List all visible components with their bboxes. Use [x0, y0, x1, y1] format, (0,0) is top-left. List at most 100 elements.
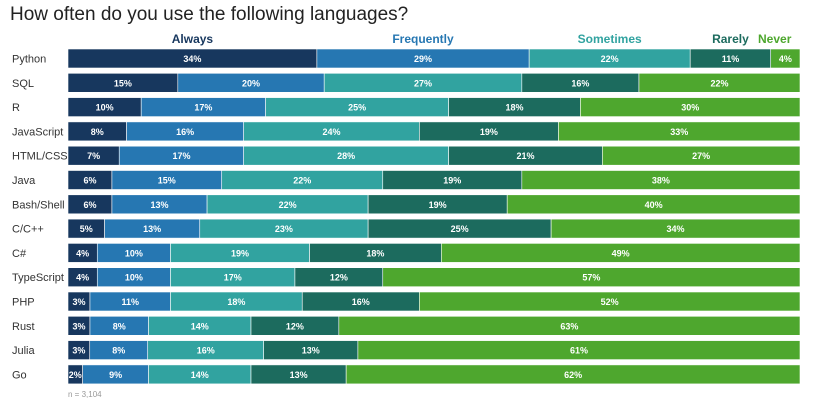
bar-typescript-never	[382, 267, 801, 288]
data-label-r-never: 30%	[681, 103, 699, 113]
data-label-c-always: 4%	[76, 248, 89, 258]
data-label-julia-always: 3%	[72, 346, 85, 356]
data-label-typescript-sometimes: 17%	[224, 273, 242, 283]
data-label-java-rarely: 19%	[443, 176, 461, 186]
data-label-typescript-never: 57%	[582, 273, 600, 283]
data-label-php-always: 3%	[72, 297, 85, 307]
data-label-julia-frequently: 8%	[112, 346, 125, 356]
data-label-javascript-always: 8%	[91, 127, 104, 137]
data-label-php-rarely: 16%	[352, 297, 370, 307]
data-label-r-sometimes: 25%	[348, 103, 366, 113]
data-label-c-frequently: 10%	[125, 248, 143, 258]
data-label-sql-always: 15%	[114, 78, 132, 88]
category-label-php: PHP	[12, 297, 35, 309]
bar-r-never	[580, 97, 801, 117]
data-label-sql-frequently: 20%	[242, 78, 260, 88]
data-label-julia-never: 61%	[570, 346, 588, 356]
data-label-rust-never: 63%	[560, 321, 578, 331]
category-label-julia: Julia	[12, 345, 36, 357]
data-label-c-sometimes: 19%	[231, 248, 249, 258]
category-label-rust: Rust	[12, 321, 35, 333]
data-label-java-never: 38%	[652, 176, 670, 186]
data-label-go-rarely: 13%	[290, 370, 308, 380]
category-label-typescript: TypeScript	[12, 272, 64, 284]
bar-go-never	[345, 364, 801, 385]
category-label-python: Python	[12, 54, 46, 66]
data-label-c-rarely: 18%	[366, 248, 384, 258]
data-label-bash-shell-frequently: 13%	[150, 200, 168, 210]
bar-bash-shell-never	[506, 194, 801, 215]
data-label-html-css-rarely: 21%	[516, 151, 534, 161]
data-label-julia-sometimes: 16%	[197, 346, 215, 356]
legend-always: Always	[172, 32, 214, 46]
data-label-php-never: 52%	[601, 297, 619, 307]
data-label-html-css-never: 27%	[692, 151, 710, 161]
data-label-python-always: 34%	[183, 54, 201, 64]
data-label-html-css-frequently: 17%	[172, 151, 190, 161]
data-label-javascript-rarely: 19%	[480, 127, 498, 137]
category-label-javascript: JavaScript	[12, 126, 63, 138]
data-label-typescript-frequently: 10%	[125, 273, 143, 283]
data-label-c-never: 49%	[612, 248, 630, 258]
data-label-html-css-sometimes: 28%	[337, 151, 355, 161]
bar-html-css-never	[602, 145, 801, 166]
data-label-php-sometimes: 18%	[227, 297, 245, 307]
bar-javascript-never	[558, 121, 801, 142]
data-label-bash-shell-rarely: 19%	[429, 200, 447, 210]
category-label-r: R	[12, 102, 20, 114]
legend-never: Never	[758, 32, 792, 46]
data-label-typescript-rarely: 12%	[330, 273, 348, 283]
data-label-sql-rarely: 16%	[571, 78, 589, 88]
data-label-r-frequently: 17%	[194, 103, 212, 113]
data-label-javascript-sometimes: 24%	[323, 127, 341, 137]
bar-rust-never	[338, 315, 801, 336]
category-label-java: Java	[12, 175, 36, 187]
data-label-r-always: 10%	[96, 103, 114, 113]
data-label-go-always: 2%	[69, 370, 82, 380]
data-label-julia-rarely: 13%	[302, 346, 320, 356]
bar-java-never	[521, 170, 801, 190]
data-label-html-css-always: 7%	[87, 151, 100, 161]
data-label-rust-rarely: 12%	[286, 321, 304, 331]
data-label-sql-never: 22%	[710, 78, 728, 88]
data-label-javascript-frequently: 16%	[176, 127, 194, 137]
category-label-go: Go	[12, 369, 27, 381]
data-label-c-c-never: 34%	[667, 224, 685, 234]
category-label-c-c: C/C++	[12, 224, 44, 236]
data-label-python-rarely: 11%	[722, 54, 740, 64]
data-label-javascript-never: 33%	[670, 127, 688, 137]
data-label-rust-sometimes: 14%	[191, 321, 209, 331]
data-label-bash-shell-sometimes: 22%	[279, 200, 297, 210]
data-label-go-never: 62%	[564, 370, 582, 380]
data-label-java-sometimes: 22%	[293, 176, 311, 186]
bar-python-never	[770, 48, 801, 69]
data-label-sql-sometimes: 27%	[414, 78, 432, 88]
bar-julia-never	[357, 340, 801, 360]
data-label-rust-frequently: 8%	[113, 321, 126, 331]
data-label-python-never: 4%	[779, 54, 792, 64]
bar-php-never	[419, 291, 801, 312]
category-label-sql: SQL	[12, 78, 34, 90]
category-label-c: C#	[12, 248, 27, 260]
legend-sometimes: Sometimes	[578, 32, 642, 46]
data-label-java-always: 6%	[83, 176, 96, 186]
bar-c-never	[441, 243, 801, 263]
data-label-bash-shell-never: 40%	[645, 200, 663, 210]
data-label-go-frequently: 9%	[109, 370, 122, 380]
data-label-java-frequently: 15%	[158, 176, 176, 186]
legend-rarely: Rarely	[712, 32, 749, 46]
data-label-go-sometimes: 14%	[191, 370, 209, 380]
bar-c-c-never	[550, 218, 801, 239]
data-label-typescript-always: 4%	[76, 273, 89, 283]
data-label-c-c-frequently: 13%	[143, 224, 161, 234]
category-label-html-css: HTML/CSS	[12, 151, 68, 163]
sample-size-note: n = 3,104	[68, 390, 102, 399]
data-label-php-frequently: 11%	[121, 297, 139, 307]
data-label-python-sometimes: 22%	[601, 54, 619, 64]
data-label-c-c-rarely: 25%	[451, 224, 469, 234]
legend-frequently: Frequently	[392, 32, 454, 46]
data-label-bash-shell-always: 6%	[83, 200, 96, 210]
data-label-rust-always: 3%	[72, 321, 85, 331]
data-label-python-frequently: 29%	[414, 54, 432, 64]
